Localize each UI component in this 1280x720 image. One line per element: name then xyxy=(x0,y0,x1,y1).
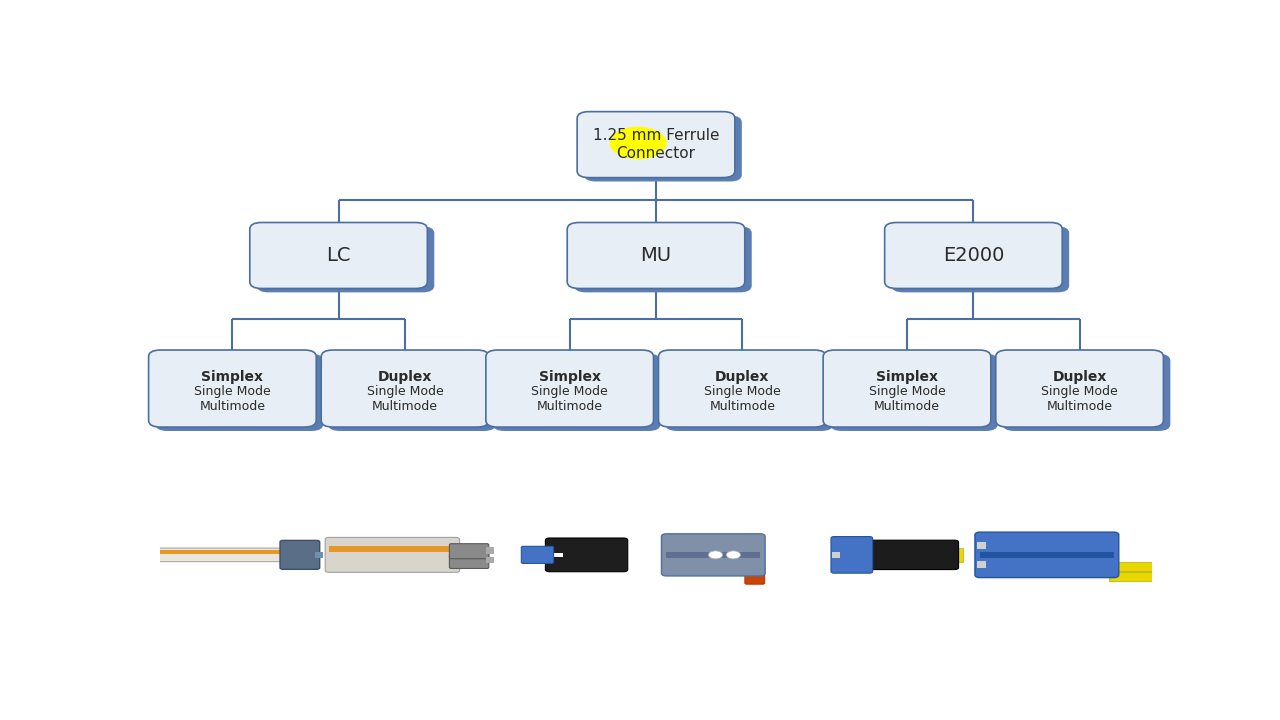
FancyBboxPatch shape xyxy=(892,226,1069,292)
FancyBboxPatch shape xyxy=(150,548,285,562)
Bar xyxy=(977,561,986,567)
Text: Multimode: Multimode xyxy=(874,400,940,413)
FancyBboxPatch shape xyxy=(745,559,765,584)
Text: Multimode: Multimode xyxy=(200,400,265,413)
Text: Multimode: Multimode xyxy=(709,400,776,413)
Text: Simplex: Simplex xyxy=(539,370,600,384)
Text: Duplex: Duplex xyxy=(1052,370,1107,384)
FancyBboxPatch shape xyxy=(884,222,1062,289)
Text: Single Mode: Single Mode xyxy=(704,385,781,398)
Text: Single Mode: Single Mode xyxy=(366,385,443,398)
FancyBboxPatch shape xyxy=(662,534,765,576)
FancyBboxPatch shape xyxy=(575,226,751,292)
Text: Single Mode: Single Mode xyxy=(869,385,946,398)
FancyBboxPatch shape xyxy=(250,222,428,289)
Text: 1.25 mm Ferrule
Connector: 1.25 mm Ferrule Connector xyxy=(593,128,719,161)
FancyBboxPatch shape xyxy=(449,544,489,559)
FancyBboxPatch shape xyxy=(584,115,742,181)
Text: Duplex: Duplex xyxy=(716,370,769,384)
Bar xyxy=(486,547,494,554)
Text: Single Mode: Single Mode xyxy=(1041,385,1117,398)
FancyBboxPatch shape xyxy=(831,354,997,431)
Bar xyxy=(977,542,986,549)
Text: Duplex: Duplex xyxy=(378,370,433,384)
FancyBboxPatch shape xyxy=(493,354,660,431)
FancyBboxPatch shape xyxy=(521,546,553,564)
Bar xyxy=(1110,572,1176,581)
FancyBboxPatch shape xyxy=(658,350,826,427)
Bar xyxy=(315,552,324,558)
FancyBboxPatch shape xyxy=(486,350,654,427)
Bar xyxy=(549,553,563,557)
Text: Multimode: Multimode xyxy=(536,400,603,413)
Bar xyxy=(152,550,283,554)
Bar xyxy=(329,546,456,552)
FancyBboxPatch shape xyxy=(577,112,735,178)
Bar xyxy=(832,552,840,557)
Circle shape xyxy=(726,551,741,559)
Bar xyxy=(1110,562,1176,571)
FancyBboxPatch shape xyxy=(831,536,873,573)
FancyBboxPatch shape xyxy=(823,350,991,427)
FancyBboxPatch shape xyxy=(449,554,489,569)
Bar xyxy=(667,552,760,558)
FancyBboxPatch shape xyxy=(975,532,1119,577)
FancyBboxPatch shape xyxy=(567,222,745,289)
Circle shape xyxy=(708,551,723,559)
Text: Multimode: Multimode xyxy=(1047,400,1112,413)
Bar xyxy=(980,552,1114,557)
Bar xyxy=(486,557,494,564)
FancyBboxPatch shape xyxy=(1002,354,1170,431)
Text: E2000: E2000 xyxy=(943,246,1004,265)
FancyBboxPatch shape xyxy=(280,541,320,570)
Text: Single Mode: Single Mode xyxy=(531,385,608,398)
Text: Multimode: Multimode xyxy=(372,400,438,413)
Bar xyxy=(951,548,963,562)
FancyBboxPatch shape xyxy=(666,354,833,431)
FancyBboxPatch shape xyxy=(156,354,323,431)
FancyBboxPatch shape xyxy=(545,538,627,572)
FancyBboxPatch shape xyxy=(257,226,434,292)
Text: Single Mode: Single Mode xyxy=(195,385,271,398)
FancyBboxPatch shape xyxy=(148,350,316,427)
FancyBboxPatch shape xyxy=(321,350,489,427)
FancyBboxPatch shape xyxy=(328,354,495,431)
Text: Simplex: Simplex xyxy=(876,370,938,384)
FancyBboxPatch shape xyxy=(325,537,460,572)
Circle shape xyxy=(611,127,666,158)
FancyBboxPatch shape xyxy=(832,540,959,570)
Text: Simplex: Simplex xyxy=(201,370,264,384)
Text: MU: MU xyxy=(640,246,672,265)
Text: LC: LC xyxy=(326,246,351,265)
FancyBboxPatch shape xyxy=(996,350,1164,427)
